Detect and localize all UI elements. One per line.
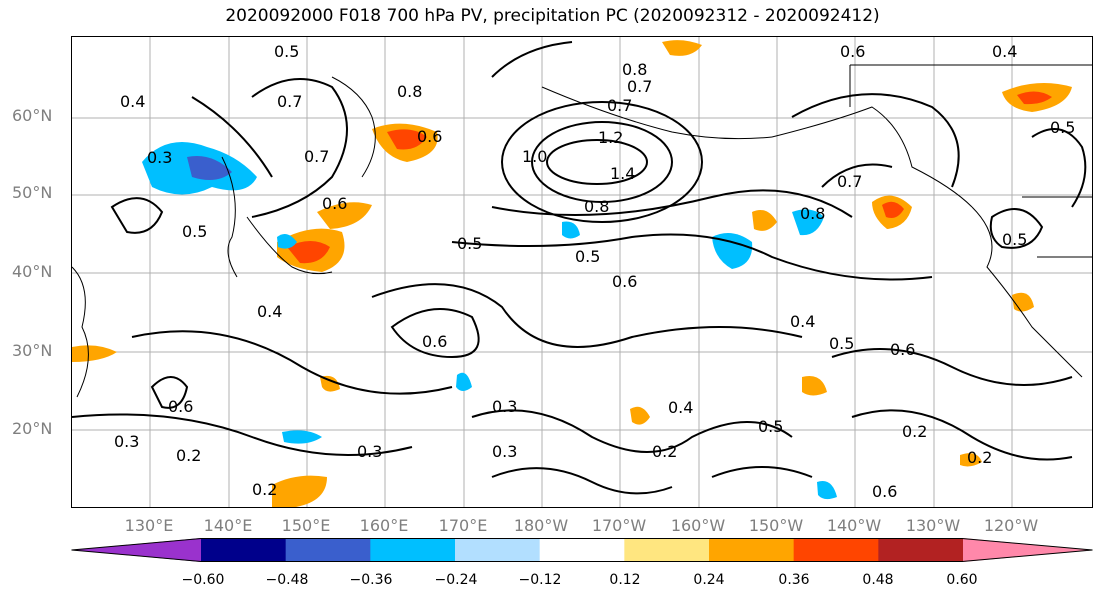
contour-label: 0.6 bbox=[322, 194, 347, 213]
colorbar-tick: −0.12 bbox=[518, 572, 562, 588]
contour-label: 0.3 bbox=[357, 442, 382, 461]
colorbar-cell bbox=[793, 538, 879, 562]
pv-contours bbox=[72, 41, 1087, 495]
lon-label: 170°W bbox=[591, 516, 647, 535]
lat-label: 20°N bbox=[12, 419, 53, 438]
contour-label: 0.8 bbox=[584, 197, 609, 216]
colorbar-cell bbox=[963, 538, 1093, 562]
contour-label: 0.7 bbox=[607, 96, 632, 115]
lon-label: 130°W bbox=[905, 516, 961, 535]
contour-label: 0.6 bbox=[612, 272, 637, 291]
contour-label: 0.7 bbox=[304, 147, 329, 166]
contour-label: 0.7 bbox=[277, 92, 302, 111]
contour-label: 0.5 bbox=[829, 334, 854, 353]
lon-label: 180°W bbox=[513, 516, 569, 535]
contour-label: 0.6 bbox=[872, 482, 897, 501]
lon-label: 160°W bbox=[670, 516, 726, 535]
contour-label: 0.4 bbox=[992, 42, 1017, 61]
contour-label: 0.2 bbox=[252, 480, 277, 499]
coastlines bbox=[72, 64, 1092, 398]
contour-label: 0.7 bbox=[627, 77, 652, 96]
lon-label: 140°E bbox=[203, 516, 253, 535]
contour-label: 0.7 bbox=[837, 172, 862, 191]
colorbar-tick: −0.24 bbox=[434, 572, 478, 588]
colorbar-cell bbox=[285, 538, 371, 562]
map-panel: 0.5 0.4 0.3 0.7 0.8 0.6 0.5 0.4 0.6 0.7 … bbox=[71, 36, 1093, 508]
contour-label-group: 0.5 0.4 0.3 0.7 0.8 0.6 0.5 0.4 0.6 0.7 … bbox=[114, 42, 1075, 501]
contour-label: 0.2 bbox=[176, 446, 201, 465]
colorbar-tick: −0.36 bbox=[349, 572, 393, 588]
contour-label: 0.6 bbox=[422, 332, 447, 351]
contour-label: 0.6 bbox=[168, 397, 193, 416]
map-canvas: 0.5 0.4 0.3 0.7 0.8 0.6 0.5 0.4 0.6 0.7 … bbox=[72, 37, 1092, 507]
contour-label: 0.4 bbox=[257, 302, 282, 321]
contour-label: 1.0 bbox=[522, 147, 547, 166]
colorbar-cell bbox=[455, 538, 541, 562]
contour-label: 0.6 bbox=[840, 42, 865, 61]
contour-label: 0.5 bbox=[182, 222, 207, 241]
contour-label: 0.5 bbox=[457, 234, 482, 253]
contour-label: 0.3 bbox=[492, 442, 517, 461]
lon-label: 130°E bbox=[124, 516, 174, 535]
contour-label: 0.5 bbox=[274, 42, 299, 61]
colorbar-cell bbox=[539, 538, 625, 562]
contour-label: 0.8 bbox=[397, 82, 422, 101]
colorbar-tick: −0.60 bbox=[181, 572, 225, 588]
contour-label: 0.2 bbox=[902, 422, 927, 441]
colorbar-tick: 0.12 bbox=[609, 572, 641, 588]
lat-label: 60°N bbox=[12, 106, 53, 125]
contour-label: 0.2 bbox=[967, 448, 992, 467]
lat-label: 30°N bbox=[12, 341, 53, 360]
colorbar-cell bbox=[878, 538, 964, 562]
contour-label: 1.4 bbox=[610, 164, 635, 183]
contour-label: 0.3 bbox=[492, 397, 517, 416]
lat-label: 50°N bbox=[12, 183, 53, 202]
contour-label: 0.2 bbox=[652, 442, 677, 461]
lon-label: 160°E bbox=[359, 516, 409, 535]
lon-label: 140°W bbox=[826, 516, 882, 535]
contour-label: 0.5 bbox=[575, 247, 600, 266]
lon-label: 150°E bbox=[281, 516, 331, 535]
contour-label: 1.2 bbox=[598, 128, 623, 147]
contour-label: 0.5 bbox=[1050, 118, 1075, 137]
colorbar-outline bbox=[71, 538, 1093, 562]
colorbar-tick: 0.24 bbox=[693, 572, 725, 588]
contour-label: 0.4 bbox=[120, 92, 145, 111]
contour-label: 0.5 bbox=[758, 417, 783, 436]
contour-label: 0.8 bbox=[800, 204, 825, 223]
colorbar-cell bbox=[71, 538, 201, 562]
colorbar-cell bbox=[370, 538, 456, 562]
contour-label: 0.5 bbox=[1002, 230, 1027, 249]
gridlines bbox=[72, 37, 1092, 507]
contour-label: 0.4 bbox=[668, 398, 693, 417]
colorbar-tick: 0.36 bbox=[778, 572, 810, 588]
colorbar bbox=[71, 538, 1093, 562]
contour-label: 0.4 bbox=[790, 312, 815, 331]
colorbar-cell bbox=[624, 538, 710, 562]
colorbar-tick: 0.60 bbox=[946, 572, 978, 588]
contour-label: 0.6 bbox=[890, 340, 915, 359]
contour-label: 0.8 bbox=[622, 60, 647, 79]
contour-label: 0.6 bbox=[417, 127, 442, 146]
colorbar-cell bbox=[709, 538, 795, 562]
precip-shading bbox=[72, 40, 1072, 507]
colorbar-tick: −0.48 bbox=[265, 572, 309, 588]
figure-title: 2020092000 F018 700 hPa PV, precipitatio… bbox=[225, 6, 880, 26]
colorbar-tick: 0.48 bbox=[862, 572, 894, 588]
contour-label: 0.3 bbox=[147, 148, 172, 167]
lat-label: 40°N bbox=[12, 262, 53, 281]
colorbar-cells bbox=[71, 538, 1093, 562]
contour-label: 0.3 bbox=[114, 432, 139, 451]
lon-label: 120°W bbox=[983, 516, 1039, 535]
lon-label: 150°W bbox=[748, 516, 804, 535]
lon-label: 170°E bbox=[438, 516, 488, 535]
colorbar-cell bbox=[201, 538, 287, 562]
